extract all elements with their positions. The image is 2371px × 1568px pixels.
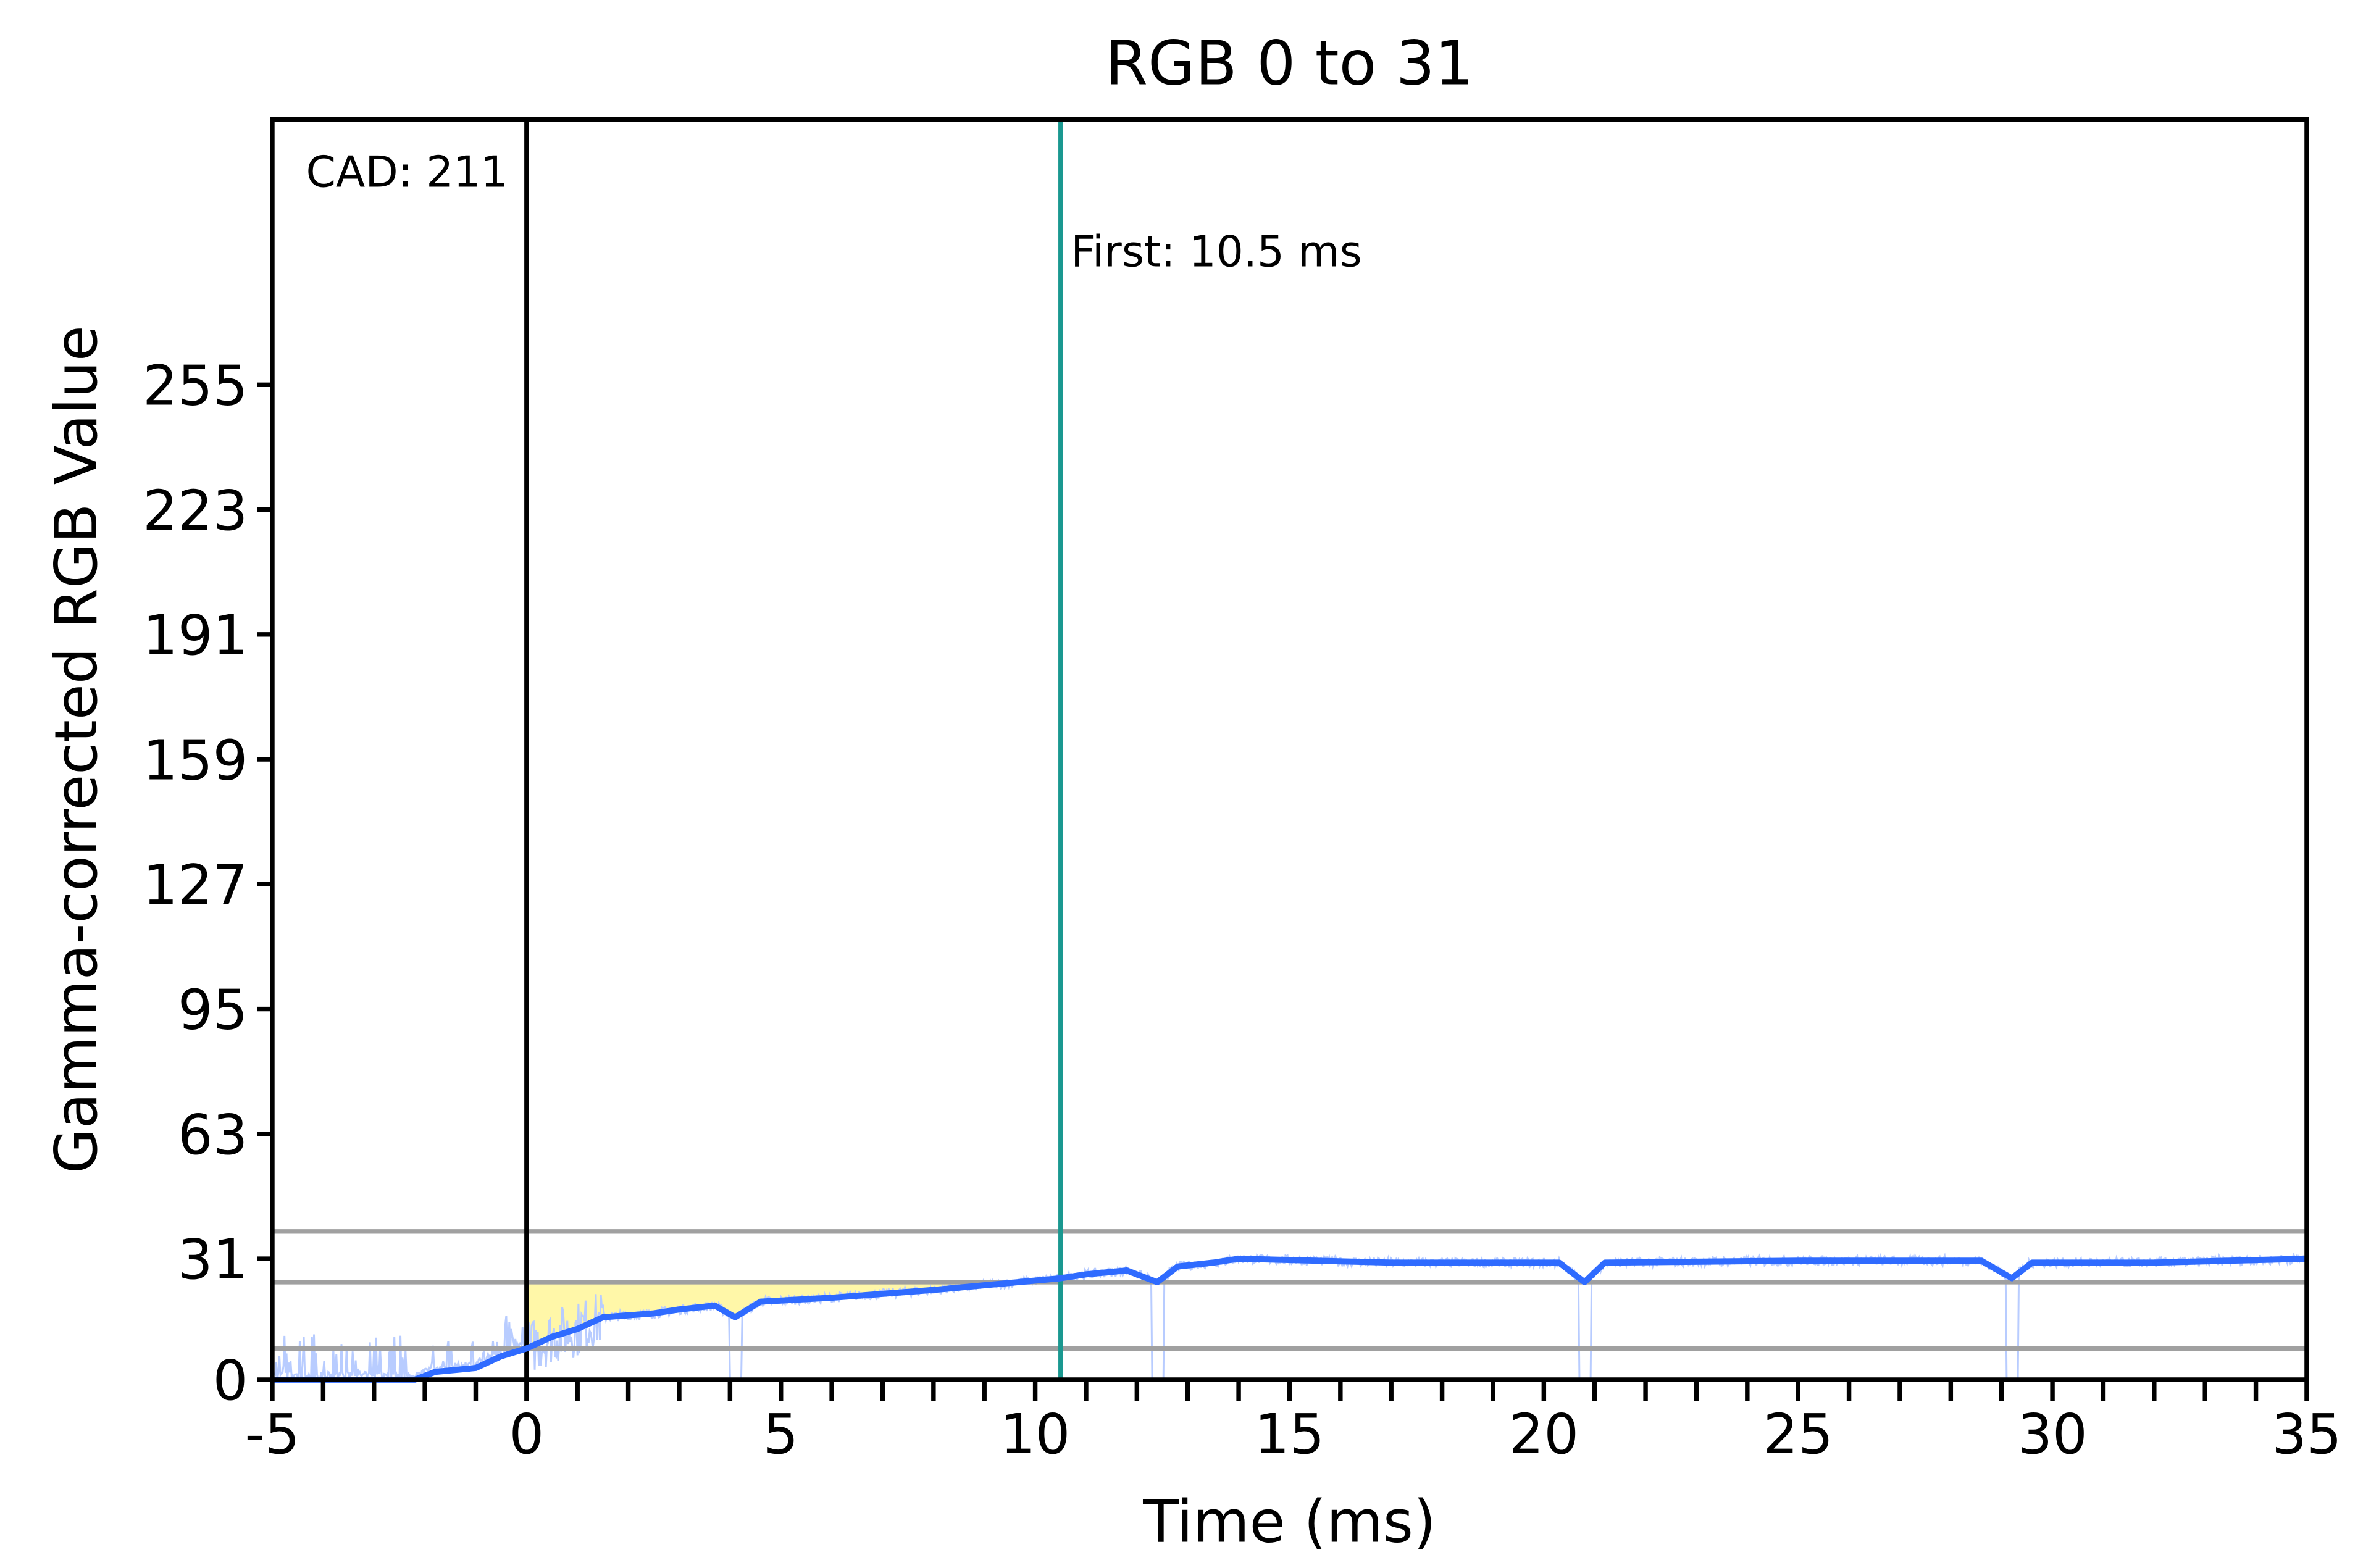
x-tick-label: 0	[509, 1403, 544, 1467]
y-tick-label: 95	[178, 978, 248, 1043]
y-tick-label: 191	[143, 604, 248, 668]
y-tick-label: 63	[178, 1103, 248, 1167]
x-axis-label: Time (ms)	[1142, 1489, 1436, 1556]
y-tick-label: 159	[143, 728, 248, 793]
y-tick-label: 223	[143, 479, 248, 543]
x-tick-label: 35	[2272, 1403, 2341, 1467]
cad-label: CAD: 211	[306, 148, 508, 198]
x-tick-label: 10	[1000, 1403, 1070, 1467]
y-tick-label: 127	[143, 854, 248, 918]
first-label: First: 10.5 ms	[1071, 227, 1362, 277]
chart-title: RGB 0 to 31	[1105, 28, 1474, 99]
plot-area	[270, 117, 2309, 1383]
y-axis: 0 31 63 95 127 159 191 223 255	[143, 354, 272, 1413]
y-tick-label: 0	[213, 1349, 248, 1413]
x-tick-label: 5	[763, 1403, 798, 1467]
x-tick-label: -5	[245, 1403, 300, 1467]
x-tick-label: 15	[1255, 1403, 1324, 1467]
y-tick-label: 31	[178, 1228, 248, 1292]
x-tick-label: 20	[1509, 1403, 1579, 1467]
x-tick-label: 30	[2017, 1403, 2087, 1467]
x-axis: -5 0 5 10 15 20 25 30 35	[245, 1379, 2342, 1467]
x-tick-label: 25	[1763, 1403, 1833, 1467]
y-axis-label: Gamma-corrected RGB Value	[43, 325, 111, 1174]
y-tick-label: 255	[143, 354, 248, 419]
smoothed-series-line	[272, 1256, 2307, 1383]
fill-region	[526, 1282, 1061, 1349]
plot-frame	[270, 117, 2309, 1382]
